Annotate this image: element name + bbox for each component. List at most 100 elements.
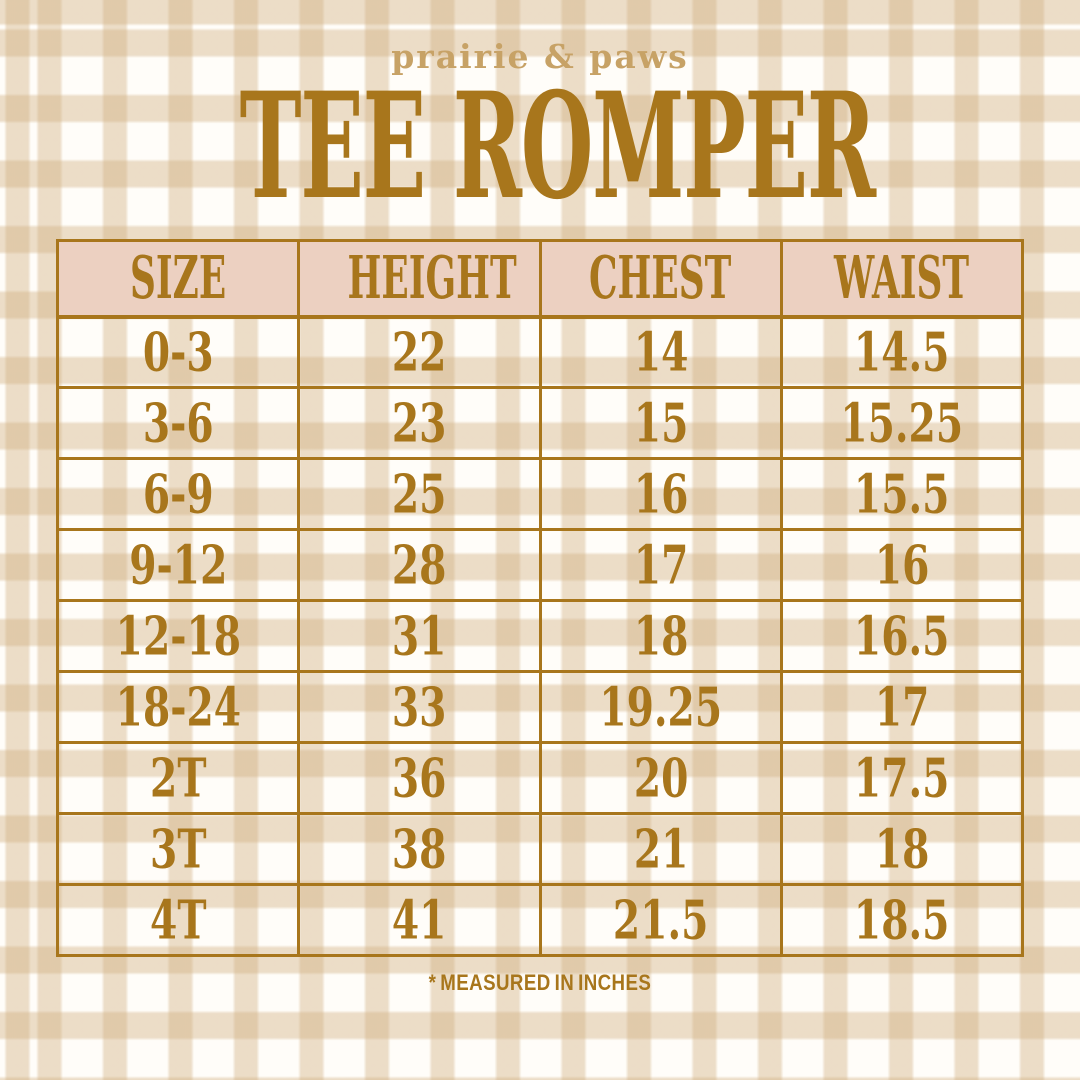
waist-cell: 18.5	[779, 883, 1025, 957]
waist-cell: 16	[779, 528, 1025, 602]
chest-cell: 17	[538, 528, 783, 602]
chest-value: 15	[633, 391, 688, 455]
chest-value: 17	[633, 533, 688, 597]
size-cell: 4T	[55, 883, 301, 957]
page-title: TEE ROMPER	[0, 74, 1080, 220]
height-value: 28	[392, 533, 447, 597]
table-row: 6-9 25 16 15.5	[55, 457, 1025, 531]
height-value: 31	[392, 604, 447, 668]
height-value: 33	[392, 675, 447, 739]
chest-value: 21	[633, 817, 688, 881]
waist-cell: 18	[779, 812, 1025, 886]
height-cell: 38	[297, 812, 542, 886]
waist-cell: 17.5	[779, 741, 1025, 815]
chest-value: 16	[633, 462, 688, 526]
chest-cell: 21	[538, 812, 783, 886]
waist-value: 17.5	[854, 746, 950, 810]
measurement-note-text: * MEASURED IN INCHES	[428, 970, 652, 995]
table-row: 3T 38 21 18	[55, 812, 1025, 886]
waist-value: 15.5	[854, 462, 950, 526]
table-body: 0-3 22 14 14.5 3-6 23 15 15.25 6-9 25 16…	[55, 315, 1025, 957]
chest-cell: 16	[538, 457, 783, 531]
table-header: SIZE HEIGHT CHEST WAIST	[55, 239, 1025, 319]
table-row: 12-18 31 18 16.5	[55, 599, 1025, 673]
size-value: 3T	[149, 817, 207, 881]
table-row: 3-6 23 15 15.25	[55, 386, 1025, 460]
waist-cell: 17	[779, 670, 1025, 744]
size-value: 2T	[149, 746, 207, 810]
size-cell: 3T	[55, 812, 301, 886]
column-header-waist-label: WAIST	[834, 243, 970, 314]
chest-cell: 19.25	[538, 670, 783, 744]
column-header-size-label: SIZE	[130, 243, 227, 314]
column-header-waist: WAIST	[779, 239, 1025, 319]
height-cell: 31	[297, 599, 542, 673]
table-row: 4T 41 21.5 18.5	[55, 883, 1025, 957]
waist-value: 15.25	[840, 391, 964, 455]
column-header-size: SIZE	[55, 239, 301, 319]
height-cell: 36	[297, 741, 542, 815]
size-cell: 18-24	[55, 670, 301, 744]
chest-value: 18	[633, 604, 688, 668]
measurement-note: * MEASURED IN INCHES	[0, 972, 1080, 994]
chest-cell: 14	[538, 315, 783, 389]
height-cell: 33	[297, 670, 542, 744]
table-row: 0-3 22 14 14.5	[55, 315, 1025, 389]
height-cell: 25	[297, 457, 542, 531]
size-value: 6-9	[142, 462, 214, 526]
chest-cell: 18	[538, 599, 783, 673]
chest-cell: 21.5	[538, 883, 783, 957]
size-value: 3-6	[142, 391, 214, 455]
chest-value: 21.5	[612, 888, 709, 952]
brand-name-text: prairie & paws	[391, 37, 689, 76]
waist-value: 18	[874, 817, 930, 881]
size-chart-table: SIZE HEIGHT CHEST WAIST 0-3 22 14 14.5 3…	[55, 239, 1025, 957]
height-cell: 41	[297, 883, 542, 957]
size-cell: 2T	[55, 741, 301, 815]
height-cell: 23	[297, 386, 542, 460]
size-value: 4T	[149, 888, 207, 952]
column-header-height: HEIGHT	[297, 239, 542, 319]
height-cell: 28	[297, 528, 542, 602]
table-row: 2T 36 20 17.5	[55, 741, 1025, 815]
brand-name: prairie & paws	[0, 40, 1080, 73]
chest-cell: 20	[538, 741, 783, 815]
chest-value: 20	[633, 746, 688, 810]
waist-cell: 15.25	[779, 386, 1025, 460]
chest-cell: 15	[538, 386, 783, 460]
size-value: 18-24	[115, 675, 241, 739]
height-value: 25	[392, 462, 447, 526]
chest-value: 14	[633, 320, 688, 384]
table-row: 9-12 28 17 16	[55, 528, 1025, 602]
height-value: 23	[392, 391, 447, 455]
waist-value: 17	[874, 675, 930, 739]
table-row: 18-24 33 19.25 17	[55, 670, 1025, 744]
height-cell: 22	[297, 315, 542, 389]
size-cell: 9-12	[55, 528, 301, 602]
waist-cell: 15.5	[779, 457, 1025, 531]
table-header-row: SIZE HEIGHT CHEST WAIST	[55, 239, 1025, 319]
waist-value: 18.5	[854, 888, 950, 952]
waist-value: 16	[874, 533, 930, 597]
size-cell: 12-18	[55, 599, 301, 673]
column-header-chest: CHEST	[538, 239, 783, 319]
height-value: 41	[392, 888, 447, 952]
waist-value: 16.5	[854, 604, 950, 668]
size-value: 9-12	[129, 533, 228, 597]
size-cell: 3-6	[55, 386, 301, 460]
page-title-text: TEE ROMPER	[239, 61, 876, 232]
height-value: 36	[392, 746, 447, 810]
size-cell: 6-9	[55, 457, 301, 531]
height-value: 38	[392, 817, 447, 881]
column-header-height-label: HEIGHT	[347, 243, 517, 314]
waist-cell: 16.5	[779, 599, 1025, 673]
waist-value: 14.5	[854, 320, 950, 384]
size-value: 0-3	[142, 320, 214, 384]
chest-value: 19.25	[599, 675, 722, 739]
waist-cell: 14.5	[779, 315, 1025, 389]
column-header-chest-label: CHEST	[589, 243, 732, 314]
size-value: 12-18	[115, 604, 241, 668]
size-cell: 0-3	[55, 315, 301, 389]
height-value: 22	[392, 320, 447, 384]
